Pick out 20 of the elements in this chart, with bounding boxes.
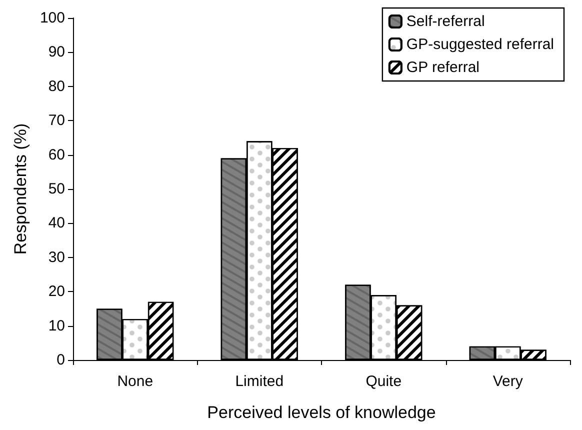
y-tick-label: 100 [40,10,65,26]
y-tick-label: 20 [48,283,65,300]
y-axis-title: Respondents (%) [11,123,30,255]
y-tick-label: 70 [48,112,65,130]
y-tick-label: 10 [48,317,65,334]
y-tick-label: 40 [48,214,65,232]
x-tick-label: Quite [366,373,402,390]
x-tick-label: None [117,373,154,390]
y-tick-label: 30 [48,248,65,266]
y-tick-label: 50 [48,180,65,198]
y-tick-label: 0 [56,352,65,368]
x-tick-label: Very [492,373,524,390]
legend-label: Self-referral [406,13,485,30]
x-tick-label: Limited [235,373,284,390]
y-tick-label: 60 [48,146,65,164]
y-tick-label: 90 [48,44,65,61]
legend-label: GP referral [406,59,480,76]
x-axis-title: Perceived levels of knowledge [207,403,436,422]
legend-label: GP-suggested referral [406,36,554,53]
y-tick-label: 80 [48,78,65,95]
